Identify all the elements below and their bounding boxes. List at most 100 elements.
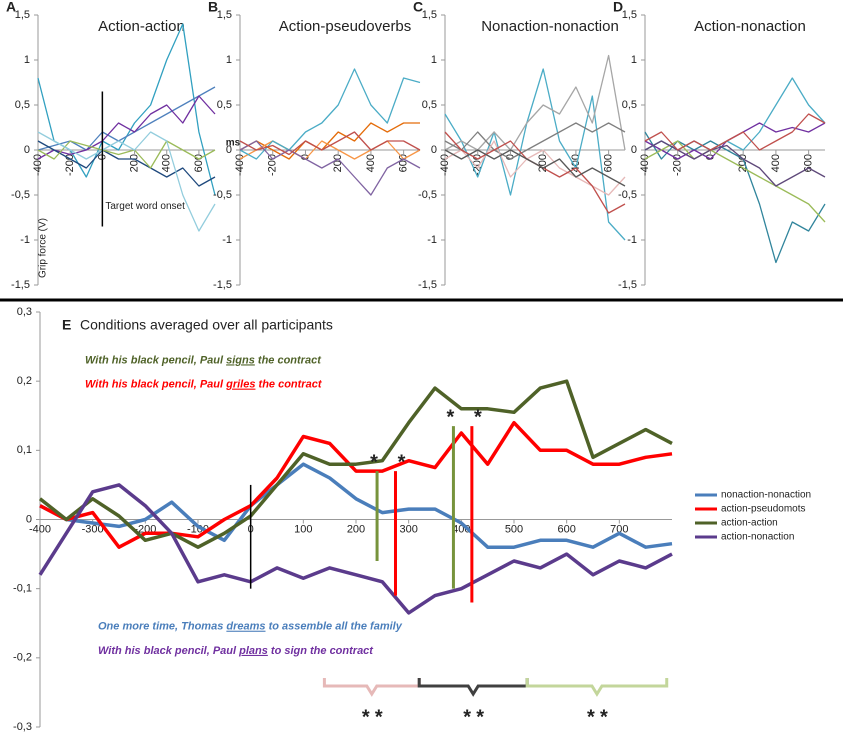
y-tick-label: 1,5 [15,9,30,21]
panel-letter: E [62,317,71,333]
x-tick-label: 700 [610,523,628,535]
series-line [38,379,673,549]
x-tick-label: 0 [504,154,516,160]
sentence-part: One more time, Thomas [98,621,226,633]
bracket-star: * [375,706,383,728]
sentence: With his black pencil, Paul griles the c… [85,379,323,391]
y-tick-label: -0,5 [11,189,30,201]
onset-label: Target word onset [105,201,185,212]
y-tick-label: 0,1 [17,444,32,456]
x-tick-label: 200 [347,523,365,535]
x-tick-label: 400 [161,154,173,172]
x-tick-label: 0 [299,154,311,160]
y-tick-label: -1 [222,234,232,246]
series-line [644,140,826,187]
panel-letter: A [6,0,16,15]
series-line [37,86,216,151]
x-tick-label: 600 [398,154,410,172]
series-line [644,113,826,151]
bracket-star: * [362,706,370,728]
y-tick-label: -0,5 [618,189,637,201]
panel-letter: C [413,0,423,15]
series-line [644,122,826,160]
significance-star: * [398,451,406,473]
y-tick-label: -1,5 [618,279,637,291]
series-line [38,483,673,615]
y-tick-label: -0,2 [13,652,32,664]
sentence-part: to assemble all the family [266,621,403,633]
series-line [239,122,420,160]
y-tick-label: -1,5 [11,279,30,291]
x-tick-label: 600 [603,154,615,172]
significance-star: * [447,406,455,428]
y-tick-label: -0,5 [418,189,437,201]
x-tick-label: 200 [128,154,140,172]
x-tick-label: 600 [803,154,815,172]
y-tick-label: 1,5 [422,9,437,21]
y-tick-label: 0 [431,144,437,156]
x-tick-label: 600 [557,523,575,535]
panel-letter: D [613,0,623,15]
x-tick-label: -400 [234,154,246,176]
legend-label: nonaction-nonaction [721,490,811,501]
x-tick-label: -400 [439,154,451,176]
sentence-part: plans [238,645,268,657]
y-tick-label: 0 [26,513,32,525]
bracket-star: * [476,706,484,728]
y-tick-label: -0,5 [213,189,232,201]
y-tick-label: -1,5 [418,279,437,291]
panel-title: Action-nonaction [694,18,806,35]
legend-label: action-nonaction [721,532,794,543]
series-line [644,140,826,223]
series-line [39,462,673,549]
legend-label: action-action [721,518,778,529]
series-line [644,77,826,151]
legend-label: action-pseudomots [721,504,806,515]
panel-title: Action-pseudoverbs [279,18,412,35]
x-tick-label: 400 [770,154,782,172]
y-tick-label: 0 [631,144,637,156]
panel-title: Nonaction-nonaction [481,18,619,35]
y-tick-label: 0,5 [622,99,637,111]
sentence: One more time, Thomas dreams to assemble… [98,621,403,633]
sentence-part: With his black pencil, Paul [98,645,239,657]
series-line [37,140,216,169]
sentence-part: With his black pencil, Paul [85,379,226,391]
x-tick-label: 500 [505,523,523,535]
y-tick-label: -1 [427,234,437,246]
x-tick-label: 300 [399,523,417,535]
series-line [239,140,421,196]
x-tick-label: 400 [570,154,582,172]
y-tick-label: -0,1 [13,583,32,595]
series-line [39,420,673,549]
y-tick-label: 0,5 [217,99,232,111]
series-line [444,68,626,241]
series-line [444,122,626,160]
sentence-part: With his black pencil, Paul [85,354,226,366]
y-tick-label: 0,3 [17,306,32,318]
bracket-star: * [587,706,595,728]
x-tick-label: -300 [82,523,104,535]
x-tick-label: 0 [704,154,716,160]
sentence-part: signs [226,354,255,366]
sentence-part: dreams [226,621,265,633]
x-tick-label: 200 [332,154,344,172]
series-line [239,131,421,156]
series-line [239,68,421,160]
series-line [37,131,216,232]
y-tick-label: -1,5 [213,279,232,291]
x-tick-label: -200 [267,154,279,176]
x-tick-label: -200 [672,154,684,176]
y-axis-label: Grip force (V) [38,218,49,278]
y-tick-label: 0,5 [422,99,437,111]
y-tick-label: 1 [24,54,30,66]
significance-star: * [474,406,482,428]
x-tick-label: -400 [29,523,51,535]
panel-title: Action-action [98,18,185,35]
series-line [444,140,626,196]
series-line [444,149,626,187]
x-tick-label: -200 [64,154,76,176]
sentence-part: the contract [255,354,322,366]
sentence-part: griles [225,379,255,391]
